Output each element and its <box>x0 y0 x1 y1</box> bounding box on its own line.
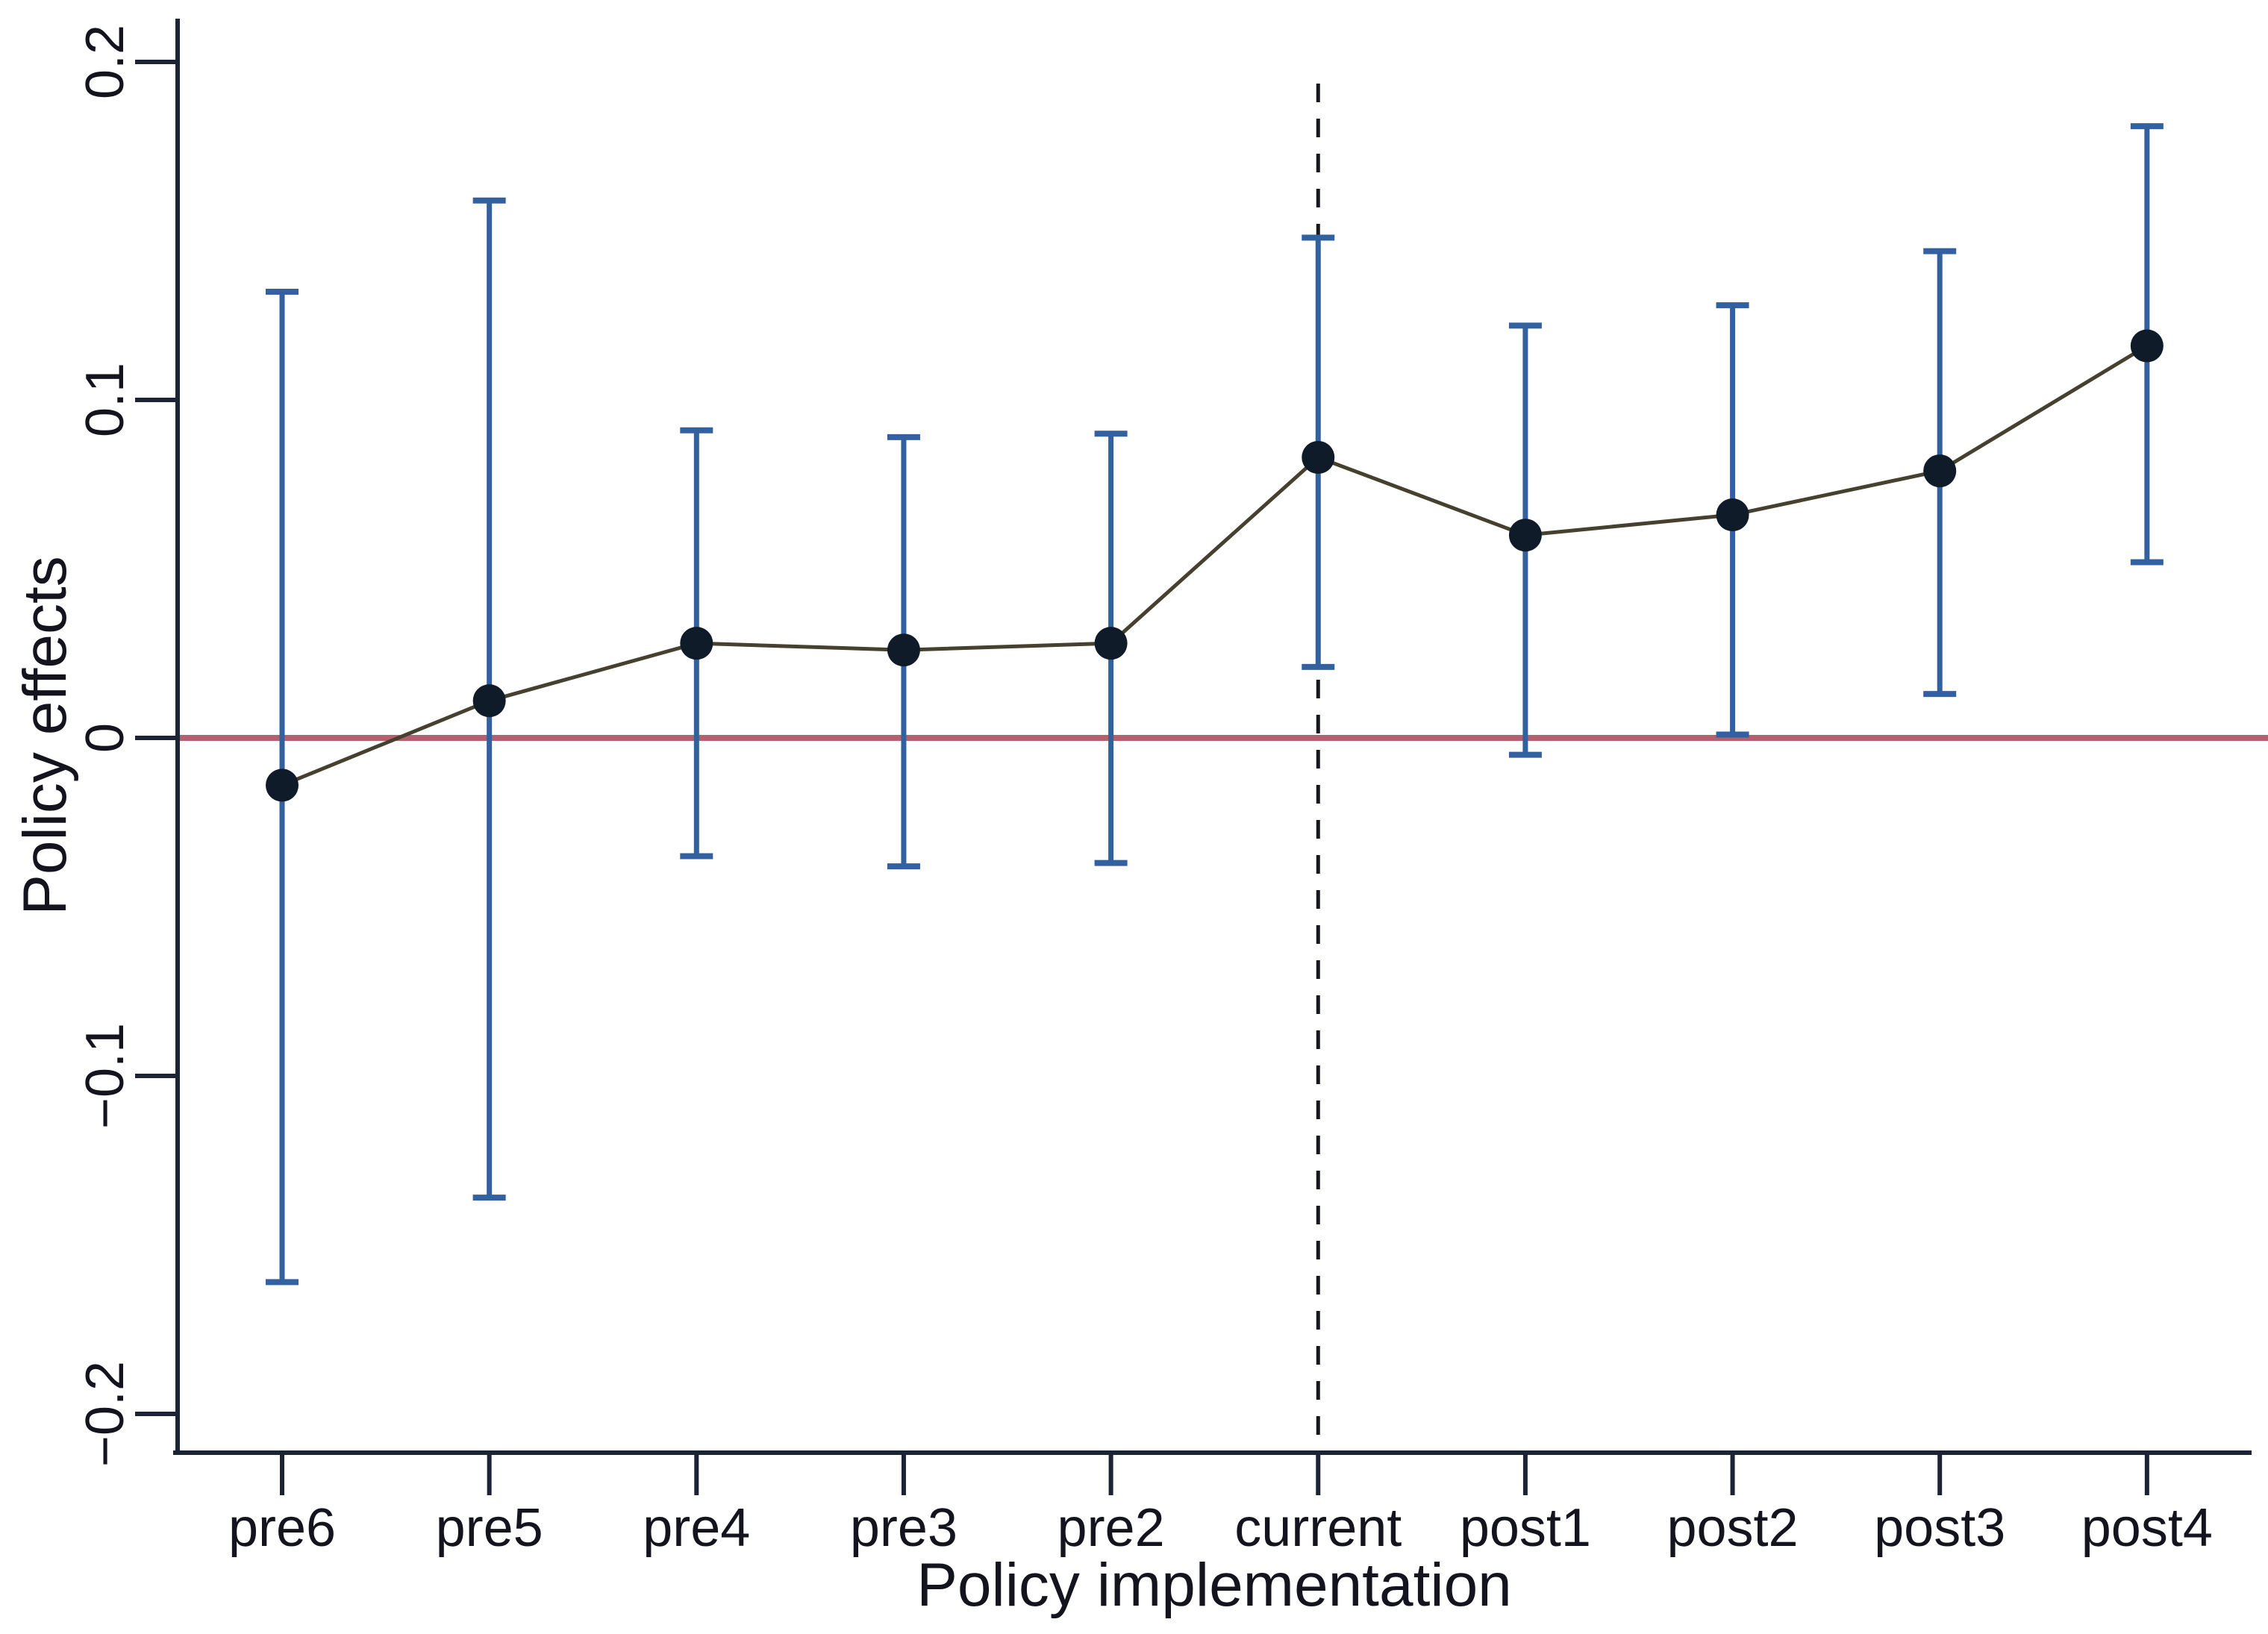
y-tick-label: 0.2 <box>75 25 135 99</box>
x-tick-label: pre4 <box>643 1498 750 1558</box>
y-tick-label: 0.1 <box>75 363 135 437</box>
estimate-point <box>266 769 299 802</box>
x-tick-label: post4 <box>2081 1498 2213 1558</box>
estimate-point <box>887 633 920 667</box>
x-tick-label: post2 <box>1666 1498 1798 1558</box>
estimate-point <box>2130 329 2164 363</box>
y-tick-label: −0.1 <box>75 1023 135 1129</box>
estimate-point <box>680 627 713 660</box>
x-axis-title: Policy implementation <box>916 1551 1512 1619</box>
x-tick-label: current <box>1234 1498 1402 1558</box>
y-axis-title: Policy effects <box>11 556 79 915</box>
estimate-point <box>1302 441 1335 475</box>
x-tick-label: pre6 <box>228 1498 336 1558</box>
x-tick-label: pre5 <box>436 1498 543 1558</box>
y-tick-label: 0 <box>75 723 135 753</box>
x-tick-label: post3 <box>1874 1498 2005 1558</box>
estimate-connector-line <box>281 344 2149 787</box>
x-tick-label: pre2 <box>1058 1498 1165 1558</box>
y-tick-label: −0.2 <box>75 1361 135 1467</box>
estimate-point <box>1716 498 1749 532</box>
estimate-point <box>472 684 506 718</box>
estimate-point <box>1923 454 1957 488</box>
x-tick-label: pre3 <box>850 1498 958 1558</box>
estimate-point <box>1094 627 1128 660</box>
estimate-point <box>1508 519 1542 552</box>
x-tick-label: post1 <box>1460 1498 1591 1558</box>
